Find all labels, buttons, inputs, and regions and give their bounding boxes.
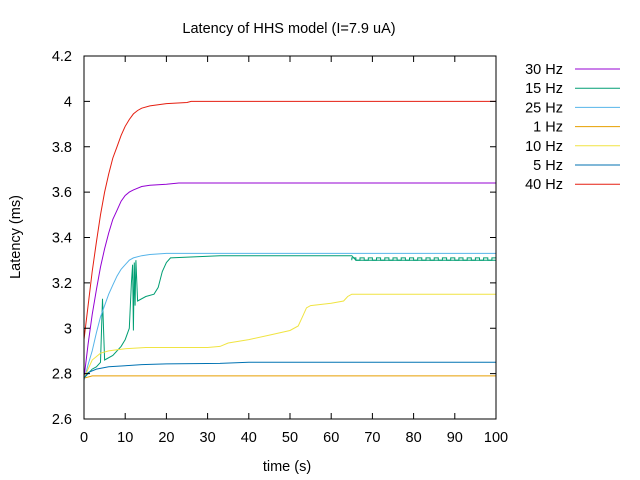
chart-title: Latency of HHS model (I=7.9 uA)	[182, 21, 395, 37]
y-axis-title: Latency (ms)	[8, 195, 24, 279]
series-line-15-hz	[83, 255, 496, 379]
y-tick-label: 4.2	[52, 49, 72, 65]
x-tick-label: 50	[282, 430, 298, 446]
y-axis: 2.6 2.8 3 3.2 3.4 3.6 3.8 4 4.2	[52, 49, 496, 428]
x-tick-label: 10	[117, 430, 133, 446]
legend-label: 40 Hz	[525, 177, 563, 193]
legend-label: 5 Hz	[533, 158, 563, 174]
x-axis: 0 10 20 30 40 50 60 70 80 90 100	[80, 56, 508, 446]
y-tick-label: 4	[64, 94, 72, 110]
legend-label: 30 Hz	[525, 62, 563, 78]
series-line-30-hz	[83, 182, 496, 379]
x-tick-label: 100	[484, 430, 508, 446]
y-tick-label: 3.2	[52, 276, 72, 292]
series-osc-15-hz	[351, 257, 497, 261]
legend-label: 10 Hz	[525, 139, 563, 155]
legend-label: 1 Hz	[533, 120, 563, 136]
x-tick-label: 0	[80, 430, 88, 446]
legend-label: 15 Hz	[525, 81, 563, 97]
x-tick-label: 20	[158, 430, 174, 446]
y-tick-label: 3.8	[52, 140, 72, 156]
y-tick-label: 3.4	[52, 231, 72, 247]
series-line-25-hz	[83, 252, 496, 381]
y-tick-label: 2.8	[52, 367, 72, 383]
series-layer	[83, 100, 497, 381]
y-tick-label: 3	[64, 321, 72, 337]
x-axis-title: time (s)	[263, 459, 311, 475]
x-tick-label: 80	[406, 430, 422, 446]
series-line-5-hz	[83, 361, 496, 379]
y-tick-label: 2.6	[52, 412, 72, 428]
legend: 30 Hz 15 Hz 25 Hz 1 Hz 10 Hz 5 Hz 40 Hz	[525, 62, 620, 193]
x-tick-label: 60	[323, 430, 339, 446]
x-tick-label: 70	[364, 430, 380, 446]
series-line-10-hz	[83, 293, 496, 379]
y-tick-label: 3.6	[52, 185, 72, 201]
series-line-40-hz	[83, 100, 496, 340]
series-line-1-hz	[83, 375, 496, 379]
legend-label: 25 Hz	[525, 100, 563, 116]
x-tick-label: 30	[200, 430, 216, 446]
x-tick-label: 40	[241, 430, 257, 446]
x-tick-label: 90	[447, 430, 463, 446]
